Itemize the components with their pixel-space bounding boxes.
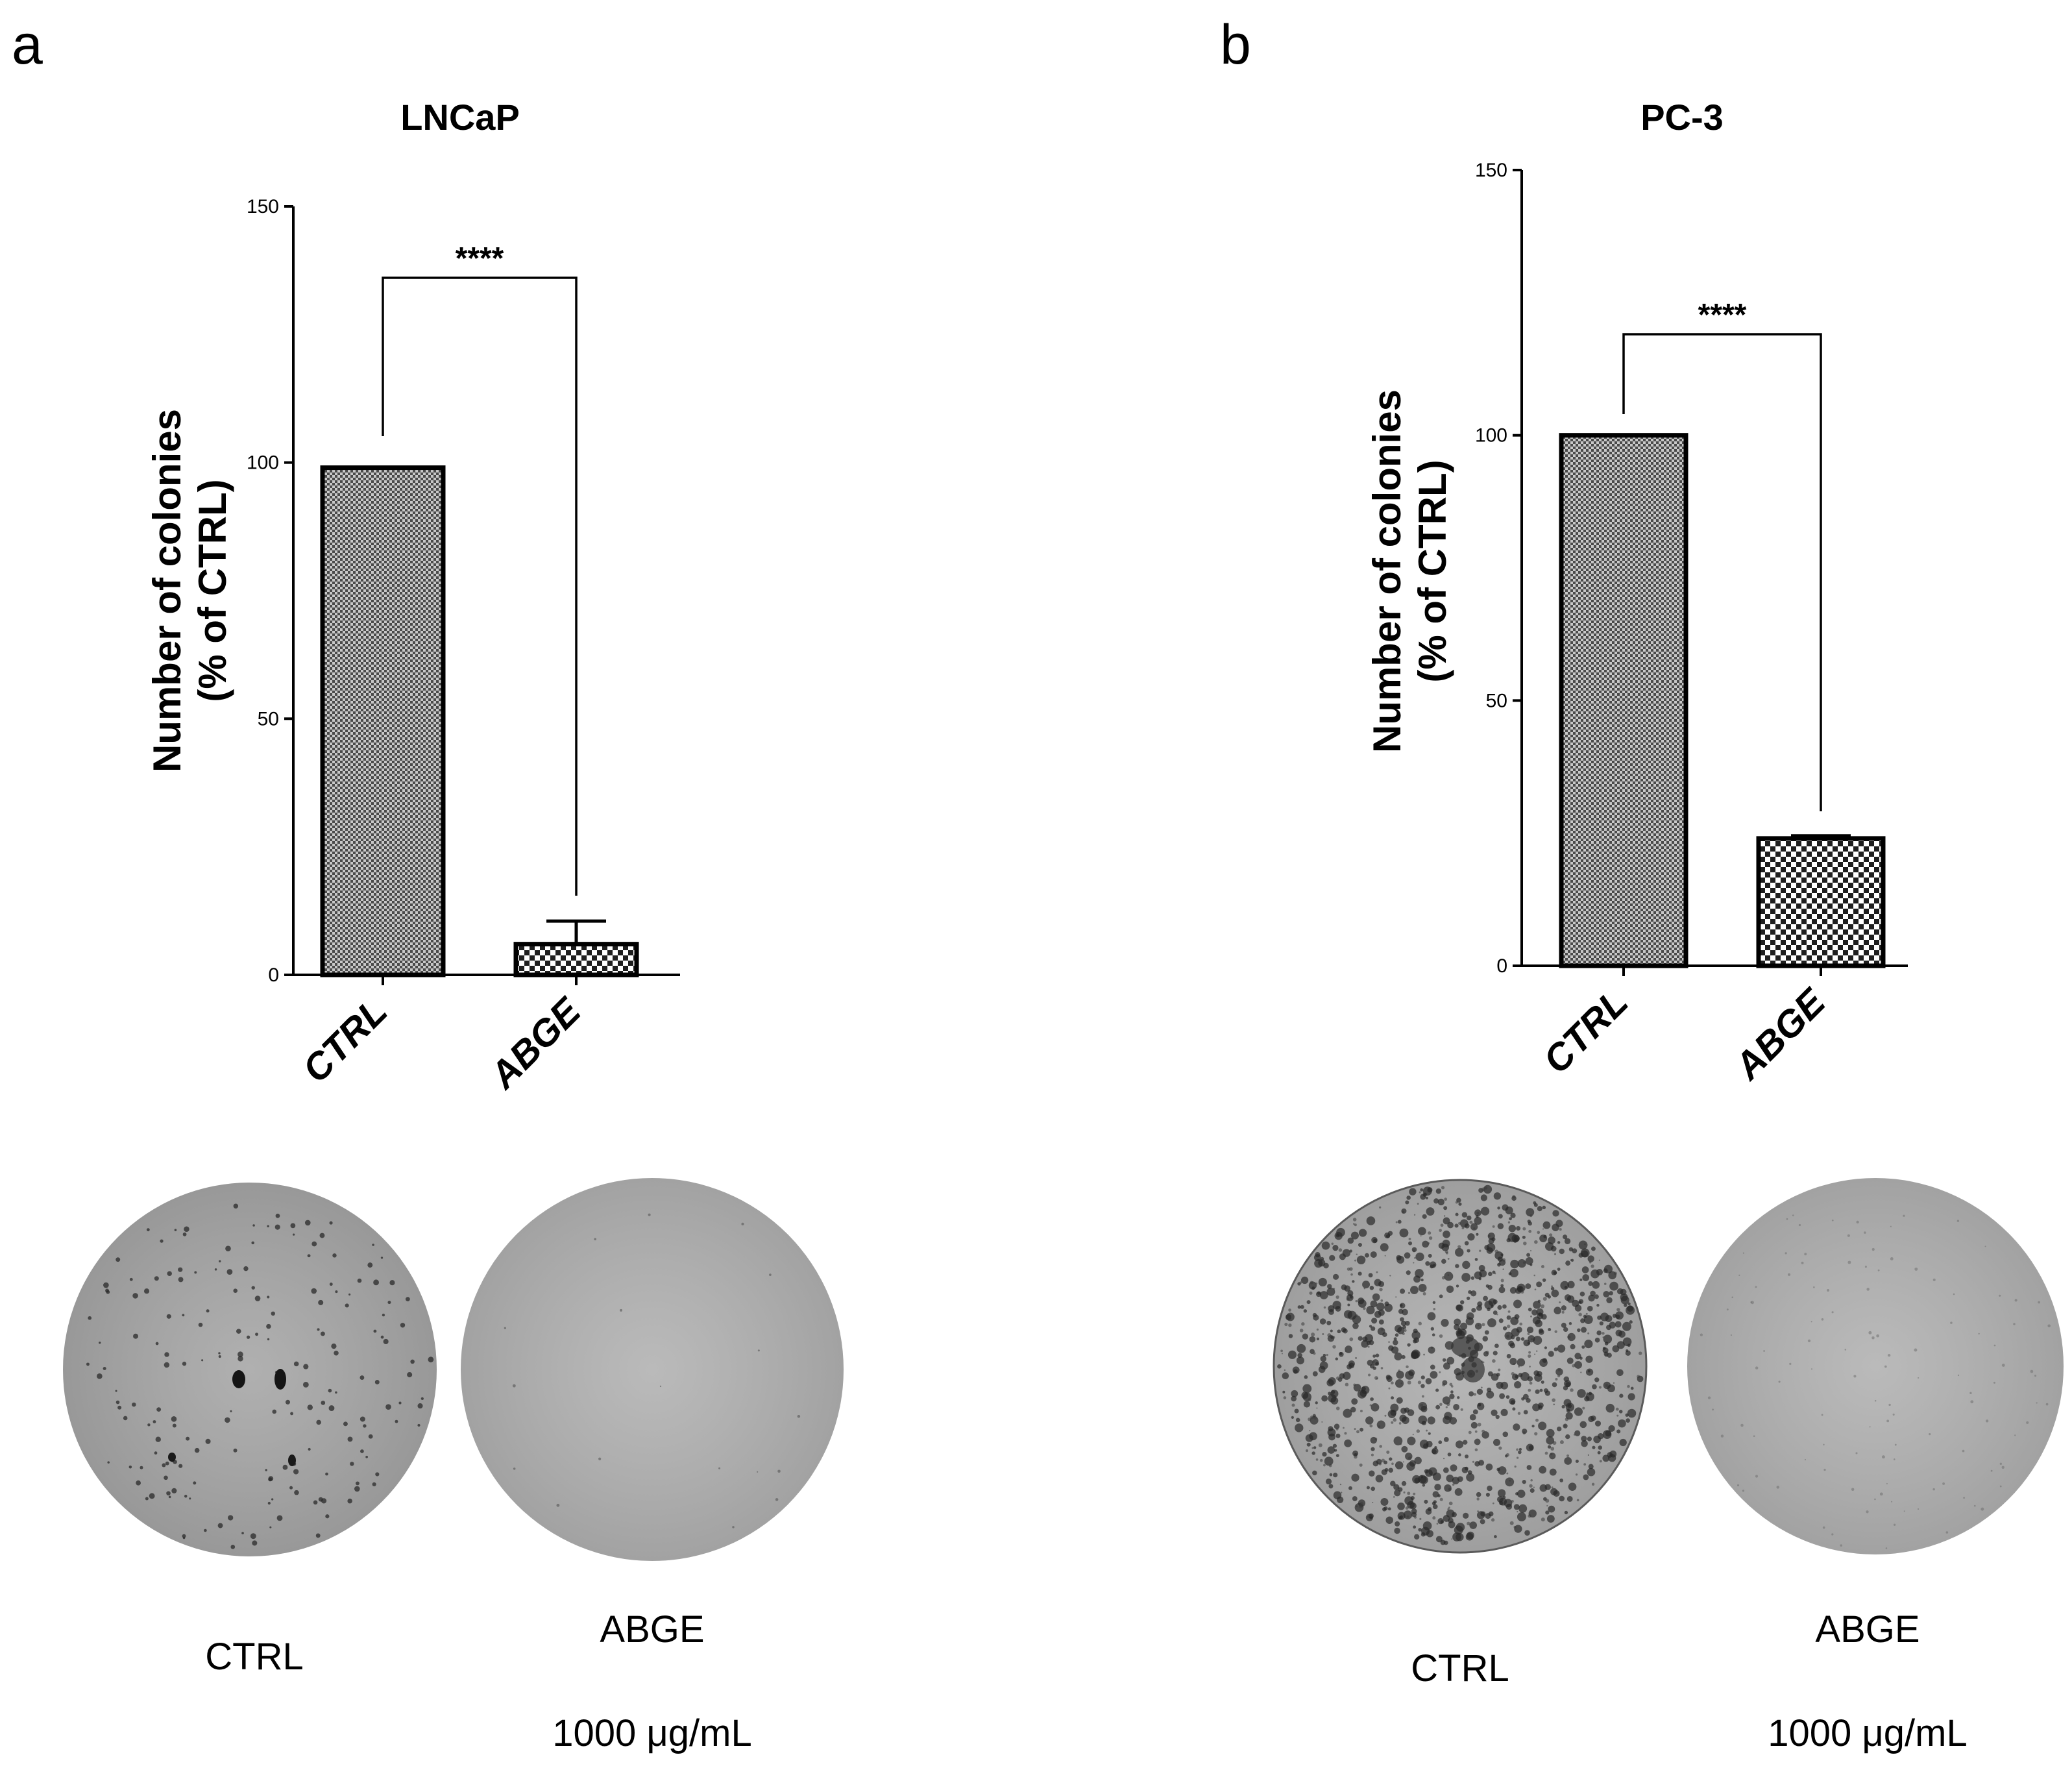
photo-label-abge-a: ABGE: [600, 1608, 704, 1651]
bars-b: [1559, 433, 1886, 976]
chart-title-b: PC-3: [1640, 97, 1724, 138]
y-axis-label-a-line1: Number of colonies: [145, 409, 189, 772]
y-tick-label-150-b: 150: [1475, 160, 1507, 181]
panel-a: a LNCaP Number of colonies (% of CTRL) 0…: [12, 14, 844, 1754]
y-axis-label-b-line1: Number of colonies: [1365, 389, 1409, 753]
photo-label-ctrl-a: CTRL: [205, 1636, 303, 1678]
chart-title-a: LNCaP: [400, 97, 520, 138]
y-tick-label-150-a: 150: [247, 196, 279, 217]
bar-abge-b: [1756, 836, 1886, 968]
photo-label-ctrl-b: CTRL: [1411, 1647, 1509, 1689]
significance-b: ****: [1622, 298, 1822, 811]
photo-sublabel-abge-a: 1000 μg/mL: [552, 1712, 752, 1754]
significance-label-a: ****: [456, 241, 504, 276]
panel-b: b PC-3 Number of colonies (% of CTRL) 0 5…: [1220, 14, 2064, 1754]
colonies-abge-a: [504, 1213, 801, 1529]
photo-label-abge-b: ABGE: [1815, 1608, 1920, 1651]
colonies-ctrl-b: [1277, 1185, 1644, 1545]
y-tick-label-100-a: 100: [247, 452, 279, 474]
colonies-abge-b: [1700, 1214, 2051, 1549]
y-tick-label-0-b: 0: [1496, 955, 1507, 977]
y-tick-label-50-b: 50: [1486, 690, 1507, 711]
significance-label-b: ****: [1698, 298, 1747, 332]
photo-sublabel-abge-b: 1000 μg/mL: [1768, 1712, 1968, 1754]
colonies-ctrl-a: [86, 1203, 434, 1549]
y-ticks-a: 0 50 100 150: [247, 196, 293, 986]
significance-a: ****: [382, 241, 578, 896]
x-tick-label-abge-b: ABGE: [1725, 980, 1834, 1089]
bar-ctrl-a: [320, 465, 446, 977]
y-ticks-b: 0 50 100 150: [1475, 160, 1522, 977]
panel-letter-b: b: [1220, 14, 1251, 76]
x-tick-label-ctrl-b: CTRL: [1535, 981, 1636, 1081]
dish-photo-ctrl-b: [1273, 1179, 1648, 1554]
y-axis-label-b: Number of colonies (% of CTRL): [1365, 389, 1454, 753]
y-axis-label-a: Number of colonies (% of CTRL): [145, 409, 234, 772]
bars-a: [320, 465, 639, 985]
y-tick-label-100-b: 100: [1475, 425, 1507, 447]
bar-abge-a: [513, 942, 639, 977]
dish-photo-abge-b: [1687, 1178, 2064, 1554]
x-tick-label-abge-a: ABGE: [481, 989, 590, 1098]
dish-photo-ctrl-a: [63, 1183, 437, 1556]
y-axis-label-a-line2: (% of CTRL): [191, 479, 234, 702]
bar-ctrl-b: [1559, 433, 1688, 968]
significance-bracket-a: [382, 276, 578, 896]
y-axis-label-b-line2: (% of CTRL): [1411, 460, 1454, 682]
dish-photo-abge-a: [461, 1178, 844, 1561]
x-tick-label-ctrl-a: CTRL: [295, 990, 395, 1090]
panel-letter-a: a: [12, 14, 43, 76]
y-tick-label-50-a: 50: [258, 708, 279, 730]
y-tick-label-0-a: 0: [268, 964, 279, 986]
significance-bracket-b: [1622, 333, 1822, 811]
